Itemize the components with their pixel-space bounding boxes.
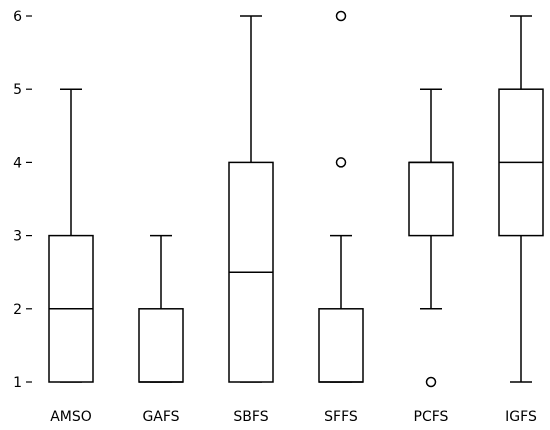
x-tick-label-pcfs: PCFS: [414, 409, 449, 425]
box-pcfs: [408, 161, 454, 237]
x-tick-label-sffs: SFFS: [324, 409, 358, 425]
outlier-pcfs-0: [425, 376, 437, 388]
box-sffs: [318, 308, 364, 383]
x-tick-label-sbfs: SBFS: [233, 409, 268, 425]
y-tick-label-2: 2: [13, 302, 22, 318]
x-tick-label-amso: AMSO: [50, 409, 92, 425]
y-tick-label-4: 4: [13, 155, 22, 171]
outlier-sffs-1: [335, 10, 347, 22]
box-gafs: [138, 308, 184, 383]
y-tick-label-5: 5: [13, 82, 22, 98]
y-tick-label-1: 1: [13, 375, 22, 391]
y-tick-label-3: 3: [13, 229, 22, 245]
x-tick-label-gafs: GAFS: [142, 409, 179, 425]
x-tick-label-igfs: IGFS: [505, 409, 537, 425]
outlier-sffs-0: [335, 157, 347, 168]
y-tick-label-6: 6: [13, 9, 22, 25]
